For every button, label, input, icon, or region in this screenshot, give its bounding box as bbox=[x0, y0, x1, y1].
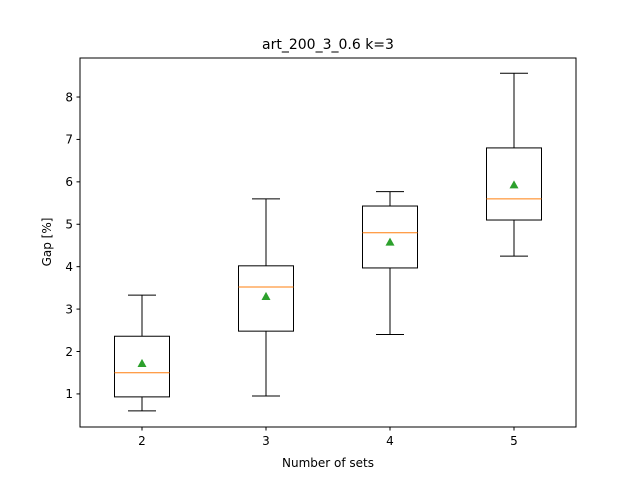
x-tick-label: 5 bbox=[510, 434, 518, 448]
y-axis-label: Gap [%] bbox=[40, 218, 54, 267]
y-tick-label: 2 bbox=[65, 345, 73, 359]
mean-marker bbox=[137, 358, 147, 367]
y-tick-label: 4 bbox=[65, 260, 73, 274]
plot-area bbox=[79, 57, 577, 428]
y-tick-label: 5 bbox=[65, 218, 73, 232]
mean-marker bbox=[261, 291, 271, 300]
chart-title: art_200_3_0.6 k=3 bbox=[262, 37, 394, 53]
box-4 bbox=[362, 191, 418, 336]
iqr-box bbox=[362, 205, 418, 269]
x-axis-label: Number of sets bbox=[282, 456, 374, 470]
x-tick-label: 3 bbox=[262, 434, 270, 448]
mean-marker bbox=[509, 180, 519, 189]
y-tick-label: 7 bbox=[65, 133, 73, 147]
iqr-box bbox=[486, 147, 542, 221]
y-tick-label: 3 bbox=[65, 302, 73, 316]
iqr-box bbox=[114, 335, 170, 398]
box-3 bbox=[238, 198, 294, 397]
x-tick-label: 2 bbox=[138, 434, 146, 448]
mean-marker bbox=[385, 237, 395, 246]
y-tick-label: 1 bbox=[65, 387, 73, 401]
box-2 bbox=[114, 294, 170, 412]
x-tick-label: 4 bbox=[386, 434, 394, 448]
box-5 bbox=[486, 72, 542, 257]
iqr-box bbox=[238, 265, 294, 332]
y-tick-label: 6 bbox=[65, 175, 73, 189]
y-tick-label: 8 bbox=[65, 90, 73, 104]
